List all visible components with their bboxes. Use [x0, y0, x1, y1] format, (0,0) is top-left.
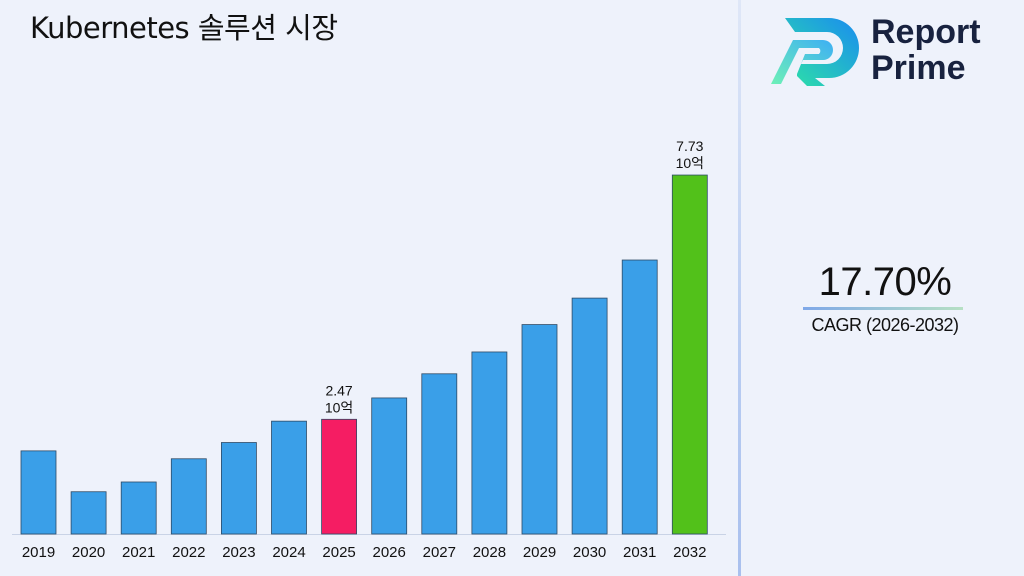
x-tick-label: 2026 — [373, 544, 406, 561]
bar-chart: 2019 2020 2021 2022 2023 2024 2025 2026 2027 2028… — [12, 138, 726, 561]
bar-2020 — [70, 491, 107, 535]
x-tick-label: 2021 — [122, 544, 155, 561]
x-tick-label: 2020 — [72, 544, 105, 561]
x-tick-label: 2029 — [523, 544, 556, 561]
cagr-label: CAGR (2026-2032) — [811, 315, 959, 335]
x-tick-label: 2030 — [573, 544, 606, 561]
logo-line-2: Prime — [871, 49, 966, 87]
x-tick-label: 2025 — [322, 544, 355, 561]
x-tick-label: 2027 — [423, 544, 456, 561]
bar-2032 — [671, 174, 708, 535]
x-tick-label: 2032 — [673, 544, 706, 561]
logo-line-1: Report — [871, 13, 981, 51]
bar-2023 — [220, 442, 257, 535]
data-label-unit: 10억 — [325, 399, 353, 415]
bar-2021 — [120, 481, 157, 535]
panel-divider — [738, 0, 741, 576]
bar-2030 — [571, 297, 608, 535]
x-tick-label: 2022 — [172, 544, 205, 561]
bar-2026 — [371, 397, 408, 535]
chart-panel — [0, 0, 738, 576]
logo-text: Report Prime — [871, 14, 981, 86]
bar-2028 — [471, 351, 508, 535]
x-tick-label: 2031 — [623, 544, 656, 561]
bar-2024 — [271, 420, 307, 535]
bar-2029 — [521, 324, 558, 535]
x-tick-label: 2023 — [222, 544, 255, 561]
data-label-unit: 10억 — [676, 155, 704, 171]
bar-2031 — [621, 259, 658, 535]
bar-2027 — [421, 373, 458, 535]
x-tick-label: 2019 — [22, 544, 55, 561]
cagr-underline — [803, 307, 963, 310]
bar-2019 — [20, 450, 57, 535]
summary-panel — [741, 0, 1024, 576]
bar-2022 — [170, 458, 207, 535]
chart-title: Kubernetes 솔루션 시장 — [30, 11, 338, 45]
data-label-value: 7.73 — [676, 138, 703, 154]
bar-2025 — [321, 418, 358, 535]
cagr-value: 17.70% — [818, 260, 952, 304]
report-prime-logo — [771, 18, 859, 86]
data-label-value: 2.47 — [325, 382, 352, 398]
x-tick-label: 2024 — [272, 544, 305, 561]
x-tick-label: 2028 — [473, 544, 506, 561]
